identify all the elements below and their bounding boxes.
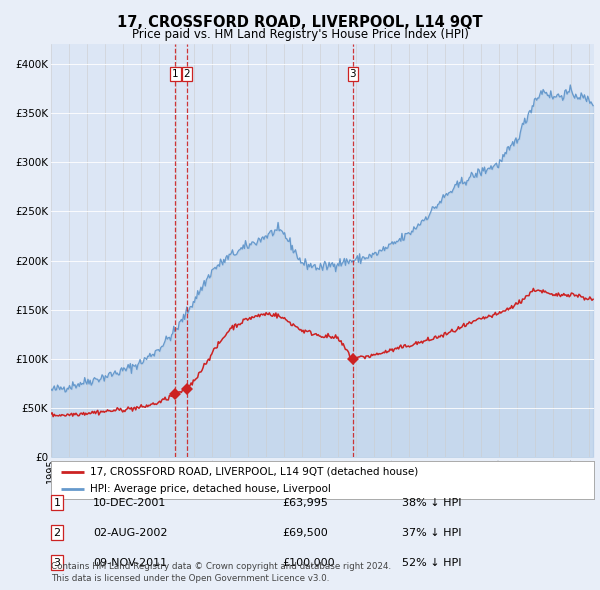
Text: 38% ↓ HPI: 38% ↓ HPI — [402, 498, 461, 507]
Text: 52% ↓ HPI: 52% ↓ HPI — [402, 558, 461, 568]
Text: £63,995: £63,995 — [282, 498, 328, 507]
Text: 1: 1 — [53, 498, 61, 507]
Text: Contains HM Land Registry data © Crown copyright and database right 2024.
This d: Contains HM Land Registry data © Crown c… — [51, 562, 391, 583]
Text: HPI: Average price, detached house, Liverpool: HPI: Average price, detached house, Live… — [90, 484, 331, 494]
Text: 3: 3 — [53, 558, 61, 568]
Text: 2: 2 — [184, 69, 190, 78]
Text: 10-DEC-2001: 10-DEC-2001 — [93, 498, 166, 507]
Text: £100,000: £100,000 — [282, 558, 335, 568]
Text: £69,500: £69,500 — [282, 528, 328, 537]
Text: 17, CROSSFORD ROAD, LIVERPOOL, L14 9QT: 17, CROSSFORD ROAD, LIVERPOOL, L14 9QT — [117, 15, 483, 30]
Text: 3: 3 — [350, 69, 356, 78]
Text: Price paid vs. HM Land Registry's House Price Index (HPI): Price paid vs. HM Land Registry's House … — [131, 28, 469, 41]
Text: 1: 1 — [172, 69, 179, 78]
Text: 37% ↓ HPI: 37% ↓ HPI — [402, 528, 461, 537]
Text: 17, CROSSFORD ROAD, LIVERPOOL, L14 9QT (detached house): 17, CROSSFORD ROAD, LIVERPOOL, L14 9QT (… — [90, 467, 418, 477]
Text: 02-AUG-2002: 02-AUG-2002 — [93, 528, 167, 537]
Text: 2: 2 — [53, 528, 61, 537]
Text: 09-NOV-2011: 09-NOV-2011 — [93, 558, 167, 568]
